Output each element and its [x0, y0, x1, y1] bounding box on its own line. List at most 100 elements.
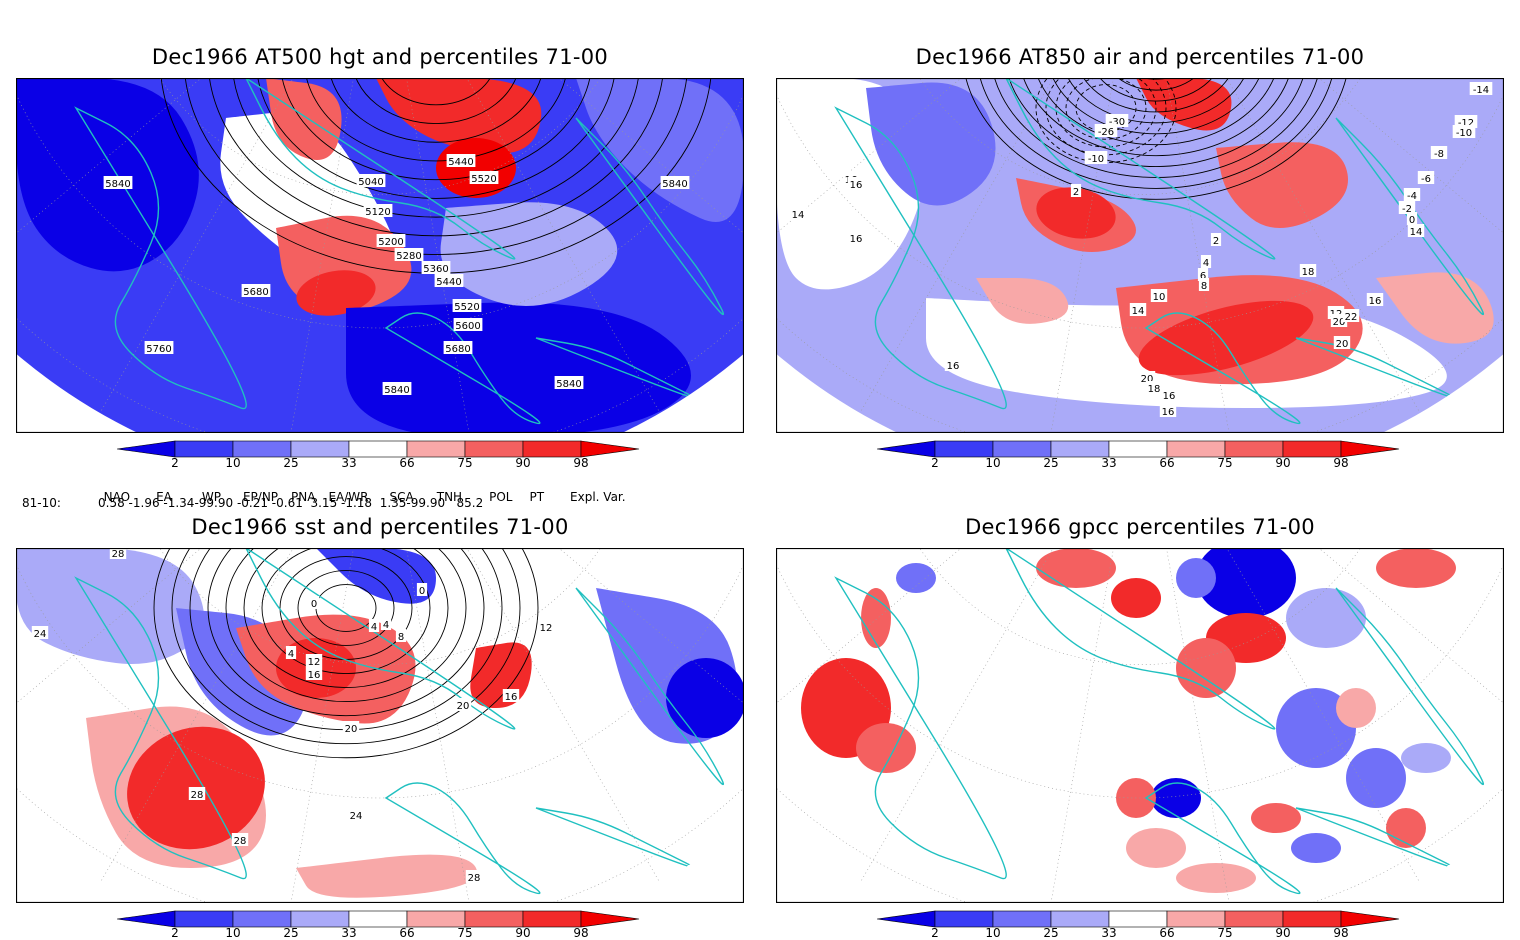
contour-label: 16	[505, 692, 518, 703]
contour-label: 5280	[396, 251, 421, 262]
map-frame	[16, 78, 744, 433]
contour-label: 5840	[384, 385, 409, 396]
contour-label: 18	[1302, 267, 1315, 278]
contour-label-box	[380, 617, 392, 630]
anomaly-region	[1401, 743, 1451, 773]
longitude-gridline	[282, 548, 381, 903]
anomaly-region	[1036, 548, 1116, 588]
contour-label: 16	[850, 180, 863, 191]
contour-label-box	[188, 787, 206, 800]
teleconnection-values: 0.58 -1.96 -1.34-99.90 -0.21 -0.61 3.15 …	[98, 496, 484, 510]
coastline	[74, 106, 247, 410]
colorbar-segment	[348, 440, 408, 458]
idx-sca: SCA	[389, 490, 414, 504]
anomaly-region	[376, 78, 542, 154]
contour-label-box	[31, 626, 49, 639]
coastline	[834, 576, 1007, 880]
contour-label-box	[395, 629, 407, 642]
colorbar-segment	[934, 440, 994, 458]
colorbar-tick-label: 98	[573, 456, 589, 470]
map-air: 16161416-14-12-10-30-26-10-8-6-4-2022468…	[776, 78, 1504, 433]
colorbar-tick-label: 90	[1275, 926, 1291, 940]
contour-label: 0	[1409, 215, 1415, 226]
colorbar-tick-label: 33	[1101, 926, 1117, 940]
map-frame	[16, 548, 744, 903]
idx-explvar: Expl. Var.	[570, 490, 626, 504]
colorbar-arrow-high	[580, 440, 640, 458]
panel-title-air: Dec1966 AT850 air and percentiles 71-00	[915, 45, 1365, 69]
idx-nao: NAO	[103, 490, 131, 504]
contour-label-box	[1417, 171, 1435, 184]
contour-label-box	[454, 698, 472, 711]
colorbar-tick-label: 2	[931, 456, 939, 470]
contour-label: 5360	[423, 264, 448, 275]
contour-label-box	[363, 204, 393, 217]
colorbar-segment	[1282, 440, 1342, 458]
longitude-gridline	[859, 548, 1141, 884]
map-panel-gpcc	[776, 548, 1504, 903]
contour-label-box	[1452, 125, 1476, 138]
colorbar-tick-label: 10	[225, 926, 241, 940]
map-domain	[776, 548, 1504, 903]
contour-label-box	[109, 548, 127, 559]
colorbar-gpcc	[876, 910, 1407, 932]
anomaly-region	[896, 563, 936, 593]
anomaly-region	[266, 78, 342, 160]
contour-label: 20	[345, 724, 358, 735]
height-contour	[279, 78, 593, 181]
colorbar-tick-label: 66	[1159, 456, 1175, 470]
contour-label: 16	[850, 234, 863, 245]
contour-label-box	[1159, 404, 1177, 417]
colorbar-segment	[1108, 910, 1168, 928]
contour-label-box	[421, 261, 451, 274]
coastline	[535, 337, 695, 399]
contour-label: 5600	[455, 321, 480, 332]
contour-label-box	[342, 721, 360, 734]
contour-label-box	[103, 176, 133, 189]
colorbar-segment	[522, 910, 582, 928]
sst-contour	[207, 548, 485, 717]
colorbar-arrow-low	[116, 910, 176, 928]
colorbar-tick-label: 2	[171, 456, 179, 470]
anomaly-region	[1126, 828, 1186, 868]
colorbar-air	[876, 440, 1407, 462]
panel-title-sst: Dec1966 sst and percentiles 71-00	[191, 515, 569, 539]
anomaly-region	[1196, 548, 1296, 618]
colorbar-arrow-low	[876, 910, 936, 928]
colorbar-hgt	[116, 440, 647, 462]
anomaly-region	[1386, 808, 1426, 848]
contour-label: -4	[1407, 191, 1417, 202]
contour-label: -14	[1473, 85, 1489, 96]
colorbar-tick-label: 33	[341, 456, 357, 470]
coastline	[1004, 78, 1276, 260]
colorbar-tick-label: 33	[1101, 456, 1117, 470]
temperature-contour	[989, 78, 1323, 178]
contour-label-box	[443, 341, 473, 354]
map-gpcc	[776, 548, 1504, 903]
contour-label: 14	[1410, 227, 1423, 238]
height-contour	[183, 78, 689, 256]
contour-label: -12	[1458, 118, 1474, 129]
contour-label-box	[1406, 212, 1418, 225]
latitude-gridline	[16, 548, 744, 799]
contour-label: 5120	[365, 207, 390, 218]
colorbar-tick-label: 66	[399, 926, 415, 940]
contour-label-box	[394, 248, 424, 261]
temperature-contour	[1003, 78, 1309, 168]
contour-label-box	[347, 808, 365, 821]
idx-wp: WP	[201, 490, 221, 504]
contour-label-box	[944, 358, 962, 371]
contour-label: 8	[398, 632, 404, 643]
colorbar-segment	[174, 910, 234, 928]
anomaly-region	[1346, 748, 1406, 808]
anomaly-region	[1111, 578, 1161, 618]
colorbar-tick-label: 25	[1043, 926, 1059, 940]
contour-label: 5840	[556, 379, 581, 390]
colorbar-tick-label: 66	[1159, 926, 1175, 940]
contour-label: 5680	[445, 344, 470, 355]
colorbar-segment	[464, 440, 524, 458]
contour-label-box	[1469, 82, 1493, 95]
contour-label-box	[446, 154, 476, 167]
temperature-contour	[1031, 78, 1281, 146]
contour-label-box	[356, 174, 386, 187]
